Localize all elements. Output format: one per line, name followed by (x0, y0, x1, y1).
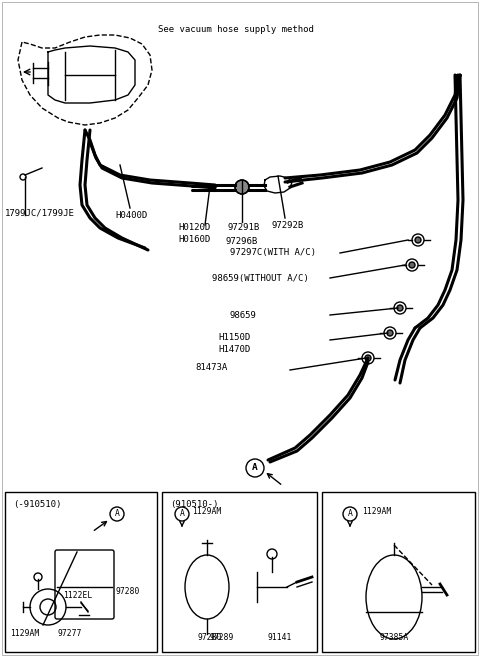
Text: See vacuum hose supply method: See vacuum hose supply method (158, 26, 314, 35)
Bar (162, 492, 317, 652)
Text: 97277: 97277 (57, 629, 82, 639)
Text: A: A (252, 463, 258, 472)
Text: H0400D: H0400D (115, 210, 147, 219)
Text: 1122EL: 1122EL (63, 591, 92, 599)
Text: 972B0: 972B0 (197, 633, 221, 641)
Text: 97289: 97289 (209, 633, 233, 641)
Text: H1150D: H1150D (218, 334, 250, 342)
Circle shape (365, 355, 371, 361)
Text: 91141: 91141 (267, 633, 291, 641)
Text: 97385A: 97385A (379, 633, 408, 641)
Text: 98659: 98659 (230, 311, 257, 319)
Text: 81473A: 81473A (195, 363, 227, 373)
Text: 98659(WITHOUT A/C): 98659(WITHOUT A/C) (212, 273, 309, 283)
Circle shape (246, 459, 264, 477)
Text: A: A (180, 509, 184, 518)
Text: 97297C(WITH A/C): 97297C(WITH A/C) (230, 248, 316, 258)
Text: 97296B: 97296B (226, 237, 258, 246)
Text: 1799JC/1799JE: 1799JC/1799JE (5, 208, 75, 217)
Bar (322, 492, 475, 652)
Text: A: A (348, 509, 352, 518)
Text: 97292B: 97292B (272, 221, 304, 229)
Text: 97291B: 97291B (228, 223, 260, 233)
Text: H0160D: H0160D (178, 235, 210, 244)
Text: H0120D: H0120D (178, 223, 210, 233)
Text: 97280: 97280 (115, 587, 139, 597)
Text: (910510-): (910510-) (170, 500, 218, 509)
Text: 1129AM: 1129AM (10, 629, 39, 639)
Circle shape (409, 262, 415, 268)
Circle shape (343, 507, 357, 521)
Circle shape (175, 507, 189, 521)
Circle shape (397, 305, 403, 311)
Text: 1129AM: 1129AM (362, 507, 391, 516)
Text: 1129AM: 1129AM (192, 507, 221, 516)
Circle shape (235, 180, 249, 194)
Bar (5, 492, 157, 652)
Text: A: A (115, 509, 120, 518)
Circle shape (387, 330, 393, 336)
Circle shape (415, 237, 421, 243)
Circle shape (110, 507, 124, 521)
Text: H1470D: H1470D (218, 346, 250, 355)
Text: (-910510): (-910510) (13, 500, 61, 509)
